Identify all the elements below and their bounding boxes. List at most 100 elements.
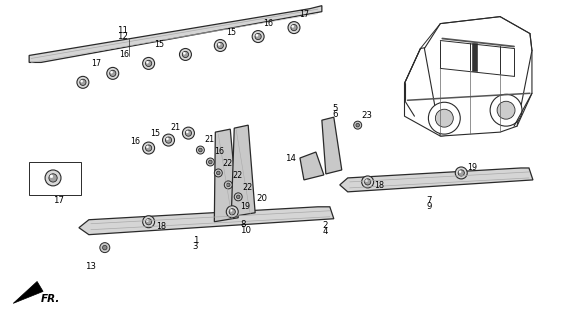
Polygon shape (300, 152, 324, 180)
Polygon shape (29, 6, 322, 62)
Circle shape (218, 43, 220, 45)
Circle shape (183, 52, 186, 54)
Text: 1: 1 (193, 236, 198, 245)
Text: 16: 16 (215, 147, 224, 156)
Text: 4: 4 (322, 227, 328, 236)
Circle shape (146, 145, 152, 151)
Circle shape (217, 42, 223, 49)
Circle shape (354, 121, 362, 129)
Circle shape (143, 142, 155, 154)
Circle shape (80, 79, 86, 85)
Circle shape (182, 51, 188, 58)
Circle shape (256, 34, 258, 36)
Circle shape (226, 206, 238, 218)
Circle shape (365, 179, 371, 185)
Text: 11: 11 (117, 26, 128, 35)
Text: 17: 17 (299, 10, 309, 19)
Circle shape (436, 109, 454, 127)
Polygon shape (425, 17, 532, 136)
Circle shape (143, 58, 155, 69)
Circle shape (146, 61, 148, 63)
Circle shape (165, 137, 172, 143)
Polygon shape (231, 125, 255, 217)
Text: 8: 8 (240, 220, 246, 229)
Circle shape (362, 176, 374, 188)
Circle shape (103, 245, 107, 250)
Circle shape (183, 127, 194, 139)
Polygon shape (79, 207, 334, 235)
Circle shape (107, 68, 119, 79)
Circle shape (146, 220, 148, 222)
Circle shape (143, 216, 155, 228)
Circle shape (206, 158, 215, 166)
Circle shape (429, 102, 461, 134)
Circle shape (216, 171, 220, 175)
Circle shape (45, 170, 61, 186)
Circle shape (209, 160, 212, 164)
Polygon shape (215, 129, 238, 222)
Circle shape (215, 40, 226, 52)
Polygon shape (472, 43, 477, 71)
Circle shape (224, 181, 232, 189)
Text: 16: 16 (119, 51, 129, 60)
Text: 9: 9 (427, 202, 432, 211)
Circle shape (292, 25, 294, 28)
Circle shape (490, 94, 522, 126)
Circle shape (50, 175, 53, 178)
Polygon shape (404, 38, 532, 136)
Text: 22: 22 (232, 171, 242, 180)
Text: 22: 22 (242, 183, 252, 192)
Polygon shape (13, 282, 43, 303)
Circle shape (81, 80, 83, 82)
Text: 19: 19 (467, 164, 477, 172)
Circle shape (229, 209, 235, 215)
Circle shape (234, 193, 242, 201)
Text: 6: 6 (332, 110, 338, 119)
Circle shape (356, 123, 360, 127)
Text: 18: 18 (157, 222, 166, 231)
Circle shape (186, 130, 191, 136)
Circle shape (146, 219, 152, 225)
Circle shape (197, 146, 204, 154)
Circle shape (162, 134, 175, 146)
Circle shape (458, 170, 465, 176)
Text: 12: 12 (117, 32, 128, 41)
Circle shape (198, 148, 202, 152)
Text: 2: 2 (322, 221, 328, 230)
Text: 17: 17 (53, 196, 64, 205)
Polygon shape (322, 117, 342, 174)
Circle shape (186, 131, 188, 133)
Text: 15: 15 (155, 41, 165, 50)
Text: 21: 21 (171, 123, 180, 132)
Polygon shape (340, 168, 533, 192)
Circle shape (179, 49, 191, 60)
Circle shape (288, 22, 300, 34)
Circle shape (255, 33, 261, 40)
Text: 19: 19 (240, 202, 251, 211)
Circle shape (230, 210, 232, 212)
Text: 23: 23 (362, 111, 373, 120)
Text: 13: 13 (85, 261, 96, 270)
Circle shape (146, 60, 152, 67)
Text: 15: 15 (150, 129, 161, 138)
Text: 5: 5 (332, 104, 338, 113)
Circle shape (226, 183, 230, 187)
Circle shape (77, 76, 89, 88)
Circle shape (166, 138, 168, 140)
Text: 18: 18 (375, 181, 385, 190)
Circle shape (49, 174, 57, 182)
Text: 14: 14 (285, 154, 296, 163)
Circle shape (146, 146, 148, 148)
Text: 16: 16 (263, 19, 273, 28)
Circle shape (455, 167, 467, 179)
Circle shape (110, 70, 116, 76)
Text: 17: 17 (91, 60, 101, 68)
Circle shape (459, 171, 461, 173)
Text: 7: 7 (427, 196, 432, 205)
Text: 16: 16 (130, 137, 141, 146)
Circle shape (365, 180, 368, 182)
Circle shape (252, 31, 264, 43)
Text: 3: 3 (193, 242, 198, 251)
Text: 15: 15 (226, 28, 237, 36)
Text: 20: 20 (256, 194, 267, 203)
